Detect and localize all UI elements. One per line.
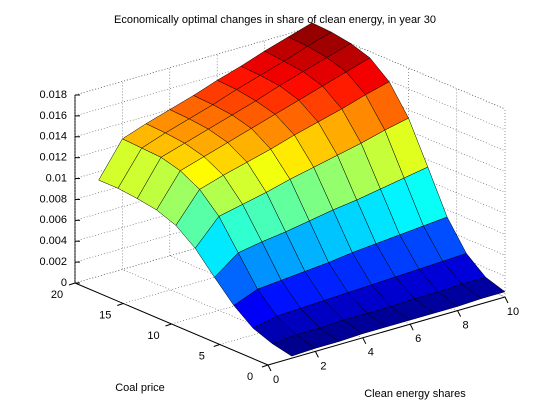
z-tick-label: 0 <box>61 277 67 289</box>
x-tick <box>504 296 509 304</box>
grid-line <box>311 47 506 131</box>
y-tick-label: 5 <box>199 350 205 362</box>
grid-line <box>311 131 506 214</box>
y-tick <box>261 364 269 368</box>
y-axis-label: Coal price <box>115 382 165 394</box>
grid-line <box>122 269 316 352</box>
surface-face <box>271 334 316 357</box>
x-tick-label: 0 <box>273 374 279 386</box>
grid-line <box>311 26 506 110</box>
z-tick-label: 0.016 <box>39 110 67 122</box>
z-tick-label: 0.002 <box>39 256 67 268</box>
grid-line <box>311 152 506 235</box>
y-tick-label: 10 <box>147 330 159 342</box>
chart-title: Economically optimal changes in share of… <box>114 14 436 26</box>
x-tick <box>409 323 414 331</box>
x-tick-label: 8 <box>463 320 469 332</box>
grid-line <box>74 47 313 117</box>
y-tick <box>165 323 172 327</box>
z-tick-label: 0.004 <box>39 235 67 247</box>
x-tick-label: 2 <box>320 360 326 372</box>
x-tick <box>267 364 272 372</box>
z-tick-label: 0.014 <box>39 131 67 143</box>
y-tick <box>213 344 220 347</box>
grid-line <box>311 110 506 193</box>
grid-line <box>169 255 363 339</box>
z-tick-label: 0.018 <box>39 89 67 101</box>
grid-line <box>74 26 313 96</box>
z-tick-label: 0.006 <box>39 214 67 226</box>
y-tick-label: 0 <box>247 371 253 383</box>
x-tick-label: 10 <box>507 306 519 318</box>
x-tick <box>362 337 367 345</box>
x-axis-label: Clean energy shares <box>364 388 466 400</box>
grid-line <box>74 214 313 284</box>
grid-line <box>311 68 506 152</box>
x-tick-label: 6 <box>415 333 421 345</box>
z-tick-label: 0.01 <box>46 172 67 184</box>
y-tick <box>117 303 124 306</box>
x-axis <box>267 296 506 366</box>
x-tick-label: 4 <box>368 347 374 359</box>
x-tick <box>457 310 462 317</box>
grid-line <box>311 89 506 172</box>
x-tick <box>314 351 319 358</box>
y-tick-label: 20 <box>51 289 63 301</box>
z-tick-label: 0.008 <box>39 193 67 205</box>
y-tick <box>68 282 76 286</box>
grid-line <box>311 172 506 256</box>
y-tick-label: 15 <box>99 309 111 321</box>
z-tick-label: 0.012 <box>39 152 67 164</box>
